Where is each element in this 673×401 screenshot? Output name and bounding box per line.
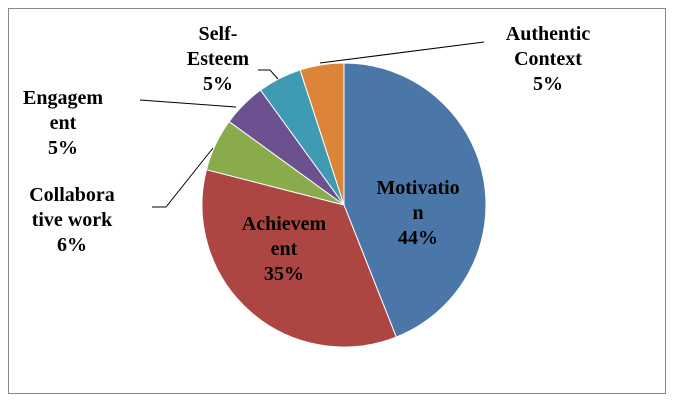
value-label: 6%: [57, 234, 87, 256]
slice-label: Authentic Context 5%: [483, 22, 613, 97]
slice-label: Motivation 44%: [371, 176, 465, 251]
leader-line: [152, 147, 214, 208]
category-label: Collaborative work: [29, 184, 115, 231]
slice-label: Collaborative work 6%: [26, 183, 118, 258]
category-label: Engagement: [23, 87, 103, 134]
slice-label: Achievement 35%: [238, 212, 330, 287]
category-label: Achievement: [241, 213, 327, 260]
category-label: Self-Esteem: [186, 23, 250, 70]
value-label: 5%: [533, 73, 563, 95]
pie-slice: [343, 62, 487, 338]
pie-slice: [201, 169, 397, 348]
pie-slice: [299, 62, 345, 206]
value-label: 35%: [264, 263, 304, 285]
slice-label: Engagement 5%: [20, 86, 106, 161]
category-label: Motivation: [376, 177, 460, 224]
slice-label: Self-Esteem 5%: [181, 22, 255, 97]
leader-line: [319, 41, 485, 64]
category-label: Authentic Context: [505, 23, 591, 70]
value-label: 5%: [203, 73, 233, 95]
value-label: 5%: [48, 137, 78, 159]
leader-line: [258, 69, 279, 80]
value-label: 44%: [398, 227, 438, 249]
leader-line: [139, 99, 237, 108]
